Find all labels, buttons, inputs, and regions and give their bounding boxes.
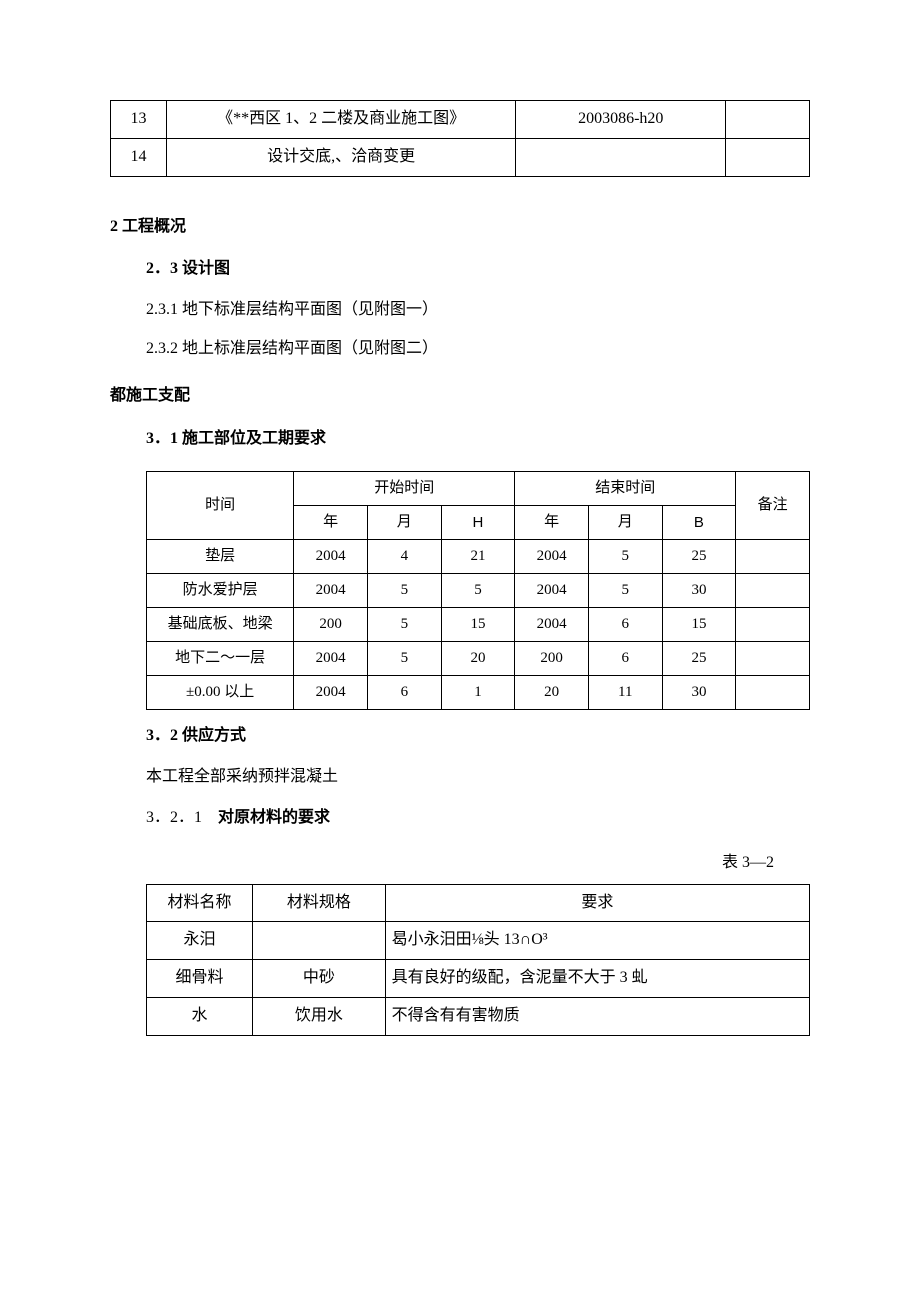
section-3-heading: 都施工支配 — [110, 382, 810, 411]
cell: 25 — [662, 642, 736, 676]
header-material-name: 材料名称 — [147, 884, 253, 922]
row-title: 设计交底,、洽商变更 — [166, 138, 516, 176]
cell: 2004 — [294, 676, 368, 710]
cell: 4 — [367, 540, 441, 574]
table-row: 水 饮用水 不得含有有害物质 — [147, 997, 810, 1035]
cell: 200 — [515, 642, 589, 676]
cell: 曷小永汨田⅛头 13∩O³ — [385, 922, 809, 960]
cell: 细骨料 — [147, 960, 253, 998]
row-code — [516, 138, 726, 176]
section-3-2-body: 本工程全部采纳预拌混凝土 — [146, 763, 810, 792]
schedule-table: 时间 开始时间 结束时间 备注 年 月 H 年 月 B 垫层 2004 4 21… — [146, 471, 810, 710]
cell: 具有良好的级配，含泥量不大于 3 虬 — [385, 960, 809, 998]
row-number: 13 — [111, 101, 167, 139]
row-name: 基础底板、地梁 — [147, 608, 294, 642]
header-end-year: 年 — [515, 506, 589, 540]
cell — [736, 574, 810, 608]
cell: 11 — [588, 676, 662, 710]
table-row: 防水爱护层 2004 5 5 2004 5 30 — [147, 574, 810, 608]
row-blank — [726, 101, 810, 139]
cell: 2004 — [515, 540, 589, 574]
section-3-2-1-heading: 3．2．1 对原材料的要求 — [146, 804, 810, 833]
cell: 25 — [662, 540, 736, 574]
line-2-3-2: 2.3.2 地上标准层结构平面图（见附图二） — [146, 335, 810, 364]
table-row: ±0.00 以上 2004 6 1 20 11 30 — [147, 676, 810, 710]
cell: 20 — [515, 676, 589, 710]
cell: 21 — [441, 540, 515, 574]
cell: 5 — [588, 540, 662, 574]
cell: 5 — [588, 574, 662, 608]
cell — [736, 608, 810, 642]
cell: 6 — [588, 608, 662, 642]
cell — [253, 922, 386, 960]
header-material-spec: 材料规格 — [253, 884, 386, 922]
cell: 永汨 — [147, 922, 253, 960]
header-material-req: 要求 — [385, 884, 809, 922]
cell — [736, 642, 810, 676]
cell: 15 — [441, 608, 515, 642]
row-name: 地下二〜一层 — [147, 642, 294, 676]
cell: 6 — [367, 676, 441, 710]
row-title: 《**西区 1、2 二楼及商业施工图》 — [166, 101, 516, 139]
row-name: 防水爱护层 — [147, 574, 294, 608]
cell: 30 — [662, 574, 736, 608]
cell: 200 — [294, 608, 368, 642]
cell: 2004 — [294, 574, 368, 608]
section-2-3-heading: 2．3 设计图 — [146, 255, 810, 284]
header-time: 时间 — [147, 472, 294, 540]
table-row: 细骨料 中砂 具有良好的级配，含泥量不大于 3 虬 — [147, 960, 810, 998]
cell: 30 — [662, 676, 736, 710]
cell: 2004 — [515, 574, 589, 608]
line-2-3-1: 2.3.1 地下标准层结构平面图（见附图一） — [146, 296, 810, 325]
cell: 5 — [441, 574, 515, 608]
cell: 1 — [441, 676, 515, 710]
row-name: ±0.00 以上 — [147, 676, 294, 710]
top-reference-table: 13 《**西区 1、2 二楼及商业施工图》 2003086-h20 14 设计… — [110, 100, 810, 177]
header-start-day: H — [441, 506, 515, 540]
cell: 5 — [367, 574, 441, 608]
table-row: 地下二〜一层 2004 5 20 200 6 25 — [147, 642, 810, 676]
row-code: 2003086-h20 — [516, 101, 726, 139]
cell: 不得含有有害物质 — [385, 997, 809, 1035]
header-remark: 备注 — [736, 472, 810, 540]
header-end-month: 月 — [588, 506, 662, 540]
table-row: 13 《**西区 1、2 二楼及商业施工图》 2003086-h20 — [111, 101, 810, 139]
cell: 2004 — [294, 540, 368, 574]
cell: 6 — [588, 642, 662, 676]
header-end-day: B — [662, 506, 736, 540]
cell — [736, 540, 810, 574]
header-start-month: 月 — [367, 506, 441, 540]
cell: 中砂 — [253, 960, 386, 998]
row-name: 垫层 — [147, 540, 294, 574]
cell: 5 — [367, 608, 441, 642]
cell: 15 — [662, 608, 736, 642]
cell: 2004 — [515, 608, 589, 642]
materials-table: 材料名称 材料规格 要求 永汨 曷小永汨田⅛头 13∩O³ 细骨料 中砂 具有良… — [146, 884, 810, 1036]
cell: 水 — [147, 997, 253, 1035]
section-3-1-heading: 3．1 施工部位及工期要求 — [146, 425, 810, 454]
cell: 2004 — [294, 642, 368, 676]
cell: 饮用水 — [253, 997, 386, 1035]
table-row: 垫层 2004 4 21 2004 5 25 — [147, 540, 810, 574]
table-3-2-label: 表 3—2 — [110, 849, 774, 878]
cell: 5 — [367, 642, 441, 676]
table-row: 基础底板、地梁 200 5 15 2004 6 15 — [147, 608, 810, 642]
section-2-heading: 2 工程概况 — [110, 213, 810, 242]
table-row: 14 设计交底,、洽商变更 — [111, 138, 810, 176]
row-blank — [726, 138, 810, 176]
header-start-year: 年 — [294, 506, 368, 540]
header-start: 开始时间 — [294, 472, 515, 506]
header-end: 结束时间 — [515, 472, 736, 506]
cell — [736, 676, 810, 710]
cell: 20 — [441, 642, 515, 676]
section-3-2-heading: 3．2 供应方式 — [146, 722, 810, 751]
row-number: 14 — [111, 138, 167, 176]
table-row: 永汨 曷小永汨田⅛头 13∩O³ — [147, 922, 810, 960]
